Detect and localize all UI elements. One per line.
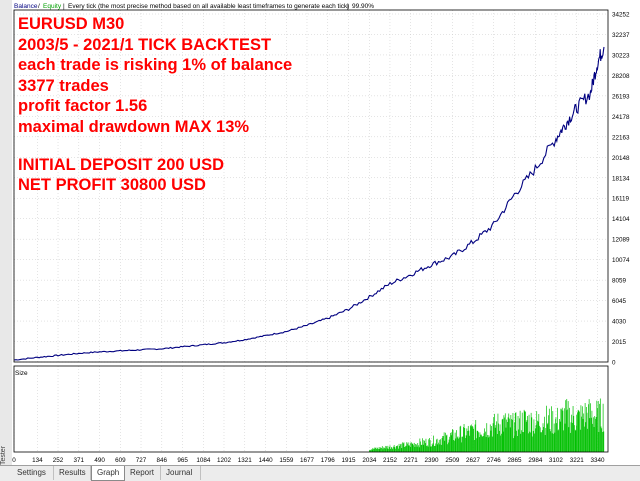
x-tick-label: 3340 <box>591 457 606 464</box>
x-tick-label: 1559 <box>279 457 294 464</box>
x-tick-label: 846 <box>157 457 168 464</box>
annotation-line: each trade is risking 1% of balance <box>18 56 293 75</box>
legend-pipe-2: | <box>347 3 349 10</box>
annotation-line: 3377 trades <box>18 76 109 95</box>
x-tick-label: 3221 <box>570 457 585 464</box>
x-tick-label: 1796 <box>321 457 336 464</box>
x-tick-label: 0 <box>12 457 16 464</box>
legend-pipe: | <box>63 3 65 10</box>
x-tick-label: 2271 <box>404 457 419 464</box>
size-bars <box>369 398 605 452</box>
annotation-gap <box>18 138 292 155</box>
chart-header: Balance / Equity | Every tick (the most … <box>14 3 374 10</box>
y-tick-label: 26193 <box>612 93 630 100</box>
x-tick-label: 2746 <box>487 457 502 464</box>
tester-side-label: Tester <box>0 445 8 466</box>
y-tick-label: 30223 <box>612 52 630 59</box>
x-tick-label: 2865 <box>508 457 523 464</box>
y-tick-label: 18134 <box>612 175 630 182</box>
x-tick-label: 252 <box>53 457 64 464</box>
x-tick-label: 2390 <box>425 457 440 464</box>
y-tick-label: 8059 <box>612 278 627 285</box>
x-tick-label: 3102 <box>549 457 564 464</box>
x-tick-label: 1677 <box>300 457 315 464</box>
progress-value: 99.90% <box>352 3 374 10</box>
y-tick-label: 32237 <box>612 32 630 39</box>
size-grid <box>13 366 598 452</box>
tab-report[interactable]: Report <box>125 466 161 480</box>
y-tick-label: 6045 <box>612 298 627 305</box>
size-frame <box>13 365 609 453</box>
legend-balance: Balance <box>14 3 38 10</box>
tester-tab-bar: Settings Results Graph Report Journal <box>0 465 640 481</box>
tab-settings[interactable]: Settings <box>12 466 54 480</box>
x-tick-label: 1440 <box>259 457 274 464</box>
x-tick-label: 2509 <box>445 457 460 464</box>
y-tick-label: 24178 <box>612 114 630 121</box>
x-tick-label: 1084 <box>196 457 211 464</box>
x-tick-label: 727 <box>136 457 147 464</box>
y-tick-label: 2015 <box>612 339 627 346</box>
x-axis: 0 134 252 371 490 609 727 846 965 1084 1202 1321 144… <box>12 457 605 464</box>
y-tick-label: 0 <box>612 360 616 367</box>
annotation-line: profit factor 1.56 <box>18 97 148 116</box>
x-tick-label: 965 <box>177 457 188 464</box>
annotation-line: EURUSD M30 <box>18 15 125 33</box>
y-tick-label: 12089 <box>612 237 630 244</box>
annotation-line: maximal drawdown MAX 13% <box>18 117 250 136</box>
x-tick-label: 490 <box>94 457 105 464</box>
x-tick-label: 1202 <box>217 457 232 464</box>
balance-chart: Balance / Equity | Every tick (the most … <box>12 0 640 465</box>
x-tick-label: 1321 <box>238 457 253 464</box>
tab-graph[interactable]: Graph <box>91 466 125 481</box>
balance-series <box>13 46 605 361</box>
balance-line <box>13 46 605 361</box>
x-tick-label: 2034 <box>362 457 377 464</box>
x-tick-label: 609 <box>115 457 126 464</box>
main-y-axis: 34252 32237 30223 28208 26193 24178 22163 20148… <box>612 12 630 367</box>
y-tick-label: 22163 <box>612 134 630 141</box>
y-tick-label: 28208 <box>612 73 630 80</box>
annotation-line: INITIAL DEPOSIT 200 USD <box>18 155 224 174</box>
y-tick-label: 4030 <box>612 319 627 326</box>
tab-results[interactable]: Results <box>54 466 91 480</box>
x-tick-label: 2627 <box>466 457 481 464</box>
size-panel-title: Size <box>15 370 28 377</box>
annotation-line: 2003/5 - 2021/1 TICK BACKTEST <box>18 35 272 54</box>
y-tick-label: 10074 <box>612 257 630 264</box>
x-tick-label: 2984 <box>528 457 543 464</box>
chart-frames <box>13 9 609 453</box>
x-tick-label: 1915 <box>342 457 357 464</box>
annotation-line: NET PROFIT 30800 USD <box>18 176 206 195</box>
legend-sep: / <box>38 3 40 10</box>
x-tick-label: 2152 <box>383 457 398 464</box>
x-tick-label: 134 <box>32 457 43 464</box>
x-tick-label: 371 <box>74 457 85 464</box>
y-tick-label: 14104 <box>612 216 630 223</box>
model-info: Every tick (the most precise method base… <box>68 3 349 10</box>
backtest-annotation: EURUSD M30 2003/5 - 2021/1 TICK BACKTEST… <box>18 14 292 196</box>
main-frame <box>13 9 609 363</box>
y-tick-label: 34252 <box>612 12 630 19</box>
legend-equity: Equity <box>43 3 62 10</box>
y-tick-label: 16119 <box>612 196 630 203</box>
y-tick-label: 20148 <box>612 155 630 162</box>
tab-journal[interactable]: Journal <box>161 466 201 480</box>
